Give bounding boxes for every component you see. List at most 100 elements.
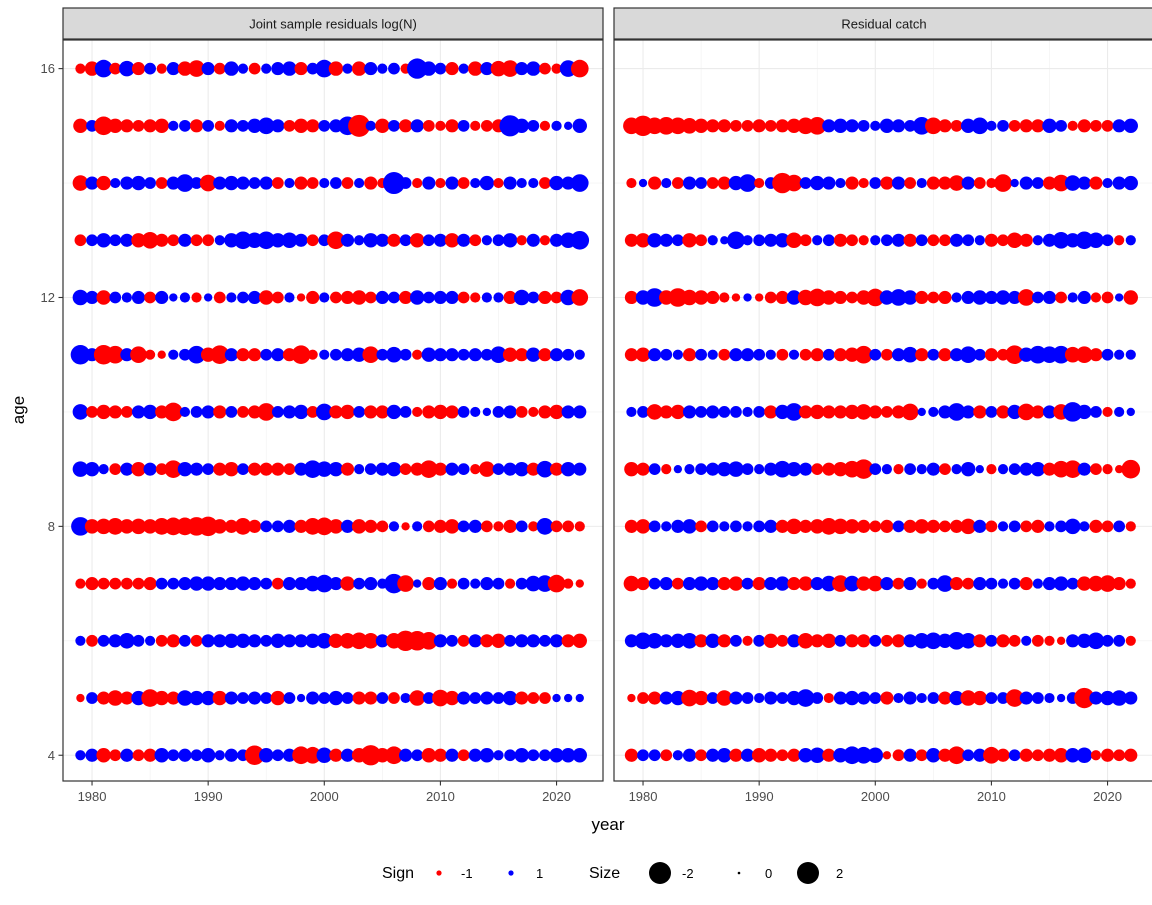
legend-label-size-neg2: -2 <box>682 866 694 881</box>
residual-point <box>549 233 564 247</box>
residual-point <box>1019 748 1033 762</box>
legend-key-size-neg2 <box>649 862 671 884</box>
residual-point <box>527 692 540 704</box>
residual-point <box>985 577 998 590</box>
residual-point <box>1121 459 1141 479</box>
residual-point <box>915 749 928 762</box>
residual-point <box>98 464 109 475</box>
residual-point <box>741 463 754 476</box>
legend-key-size-0 <box>737 871 741 875</box>
residual-point <box>526 233 540 247</box>
residual-point <box>445 119 459 133</box>
residual-point <box>296 293 306 302</box>
residual-point <box>1053 748 1069 763</box>
residual-point <box>130 518 147 535</box>
residual-point <box>996 634 1010 648</box>
residual-point <box>753 520 766 533</box>
residual-point <box>764 119 777 132</box>
residual-point <box>433 290 447 305</box>
residual-point <box>479 461 495 477</box>
residual-point <box>364 62 378 76</box>
residual-point <box>1042 405 1057 419</box>
residual-point <box>503 405 517 419</box>
residual-point <box>157 350 166 359</box>
residual-point <box>1101 234 1114 247</box>
residual-point <box>213 577 227 591</box>
residual-point <box>131 233 146 248</box>
residual-point <box>538 290 552 305</box>
residual-point <box>199 174 217 192</box>
residual-point <box>539 634 551 647</box>
residual-point <box>293 118 309 134</box>
residual-point <box>282 577 297 591</box>
residual-point <box>84 519 100 534</box>
residual-point <box>822 119 836 133</box>
residual-point <box>224 461 239 477</box>
residual-point <box>72 404 89 420</box>
residual-point <box>742 406 753 418</box>
residual-point <box>458 63 469 74</box>
residual-point <box>891 119 906 133</box>
residual-point <box>891 233 906 247</box>
residual-point <box>155 577 168 590</box>
residual-point <box>377 63 388 74</box>
x-tick-label: 1990 <box>194 789 223 804</box>
residual-point <box>938 119 952 133</box>
residual-point <box>515 577 528 590</box>
y-axis-title: age <box>9 396 28 424</box>
residual-point <box>938 691 952 705</box>
residual-point <box>671 519 685 533</box>
residual-point <box>527 749 540 762</box>
residual-point <box>1088 232 1104 249</box>
residual-point <box>951 464 962 475</box>
residual-point <box>432 689 449 707</box>
residual-point <box>1077 290 1091 305</box>
residual-point <box>145 635 156 646</box>
residual-point <box>695 348 707 361</box>
residual-point <box>480 348 493 361</box>
residual-point <box>306 691 320 705</box>
residual-point <box>271 291 284 304</box>
residual-point <box>867 747 884 764</box>
residual-point <box>388 692 400 704</box>
residual-point <box>213 62 226 75</box>
residual-point <box>681 689 698 707</box>
residual-point <box>108 405 122 419</box>
residual-point <box>740 748 755 762</box>
residual-point <box>1115 464 1124 474</box>
residual-point <box>962 577 975 590</box>
residual-point <box>306 290 320 305</box>
residual-point <box>1123 175 1138 191</box>
residual-point <box>869 634 882 647</box>
residual-point <box>141 231 159 249</box>
residual-point <box>764 748 778 762</box>
residual-point <box>480 634 494 648</box>
y-tick-label: 8 <box>48 519 55 534</box>
residual-point <box>515 348 529 362</box>
residual-point <box>997 692 1009 704</box>
residual-point <box>433 462 447 476</box>
residual-point <box>812 235 823 246</box>
residual-point <box>916 464 927 475</box>
residual-point <box>1067 292 1078 303</box>
residual-point <box>353 406 366 418</box>
residual-point <box>1100 748 1115 762</box>
residual-point <box>645 288 664 307</box>
residual-point <box>237 463 249 476</box>
residual-point <box>96 290 111 305</box>
residual-point <box>248 348 262 362</box>
residual-point <box>659 405 673 419</box>
residual-point <box>75 635 86 646</box>
residual-point <box>399 290 413 305</box>
residual-point <box>271 749 284 762</box>
residual-point <box>755 293 764 302</box>
residual-point <box>1008 520 1021 533</box>
residual-point <box>1008 634 1021 647</box>
residual-point <box>445 748 459 762</box>
residual-point <box>419 460 438 478</box>
residual-point <box>891 405 906 419</box>
residual-point <box>972 690 988 706</box>
residual-point <box>190 406 203 418</box>
residual-point <box>890 289 907 306</box>
residual-point <box>1102 464 1113 475</box>
